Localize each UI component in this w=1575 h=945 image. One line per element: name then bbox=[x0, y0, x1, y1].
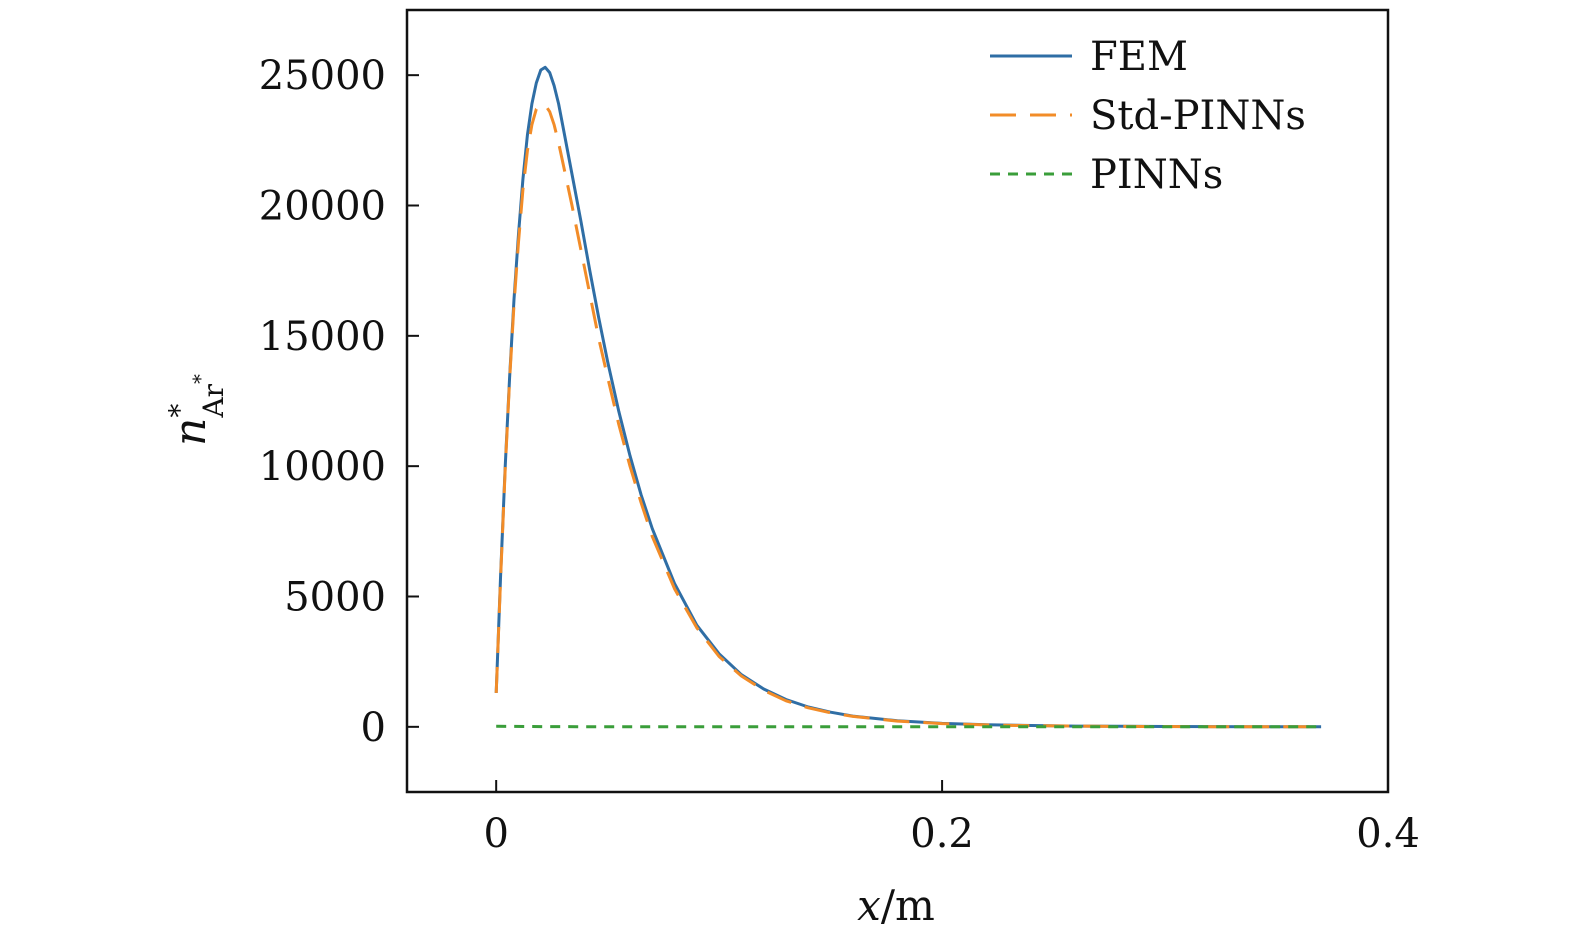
y-tick-label: 20000 bbox=[259, 184, 386, 230]
series-line-std-pinns bbox=[494, 103, 1322, 729]
y-axis-label: n*Ar* bbox=[163, 374, 230, 446]
y-tick-label: 0 bbox=[361, 705, 386, 751]
x-tick-label: 0.2 bbox=[910, 811, 974, 857]
series-layer bbox=[494, 65, 1322, 729]
legend-label-std-pinns: Std-PINNs bbox=[1090, 93, 1306, 139]
x-tick-label: 0 bbox=[483, 811, 508, 857]
x-axis-label: x/m bbox=[857, 881, 935, 930]
series-line-pinns bbox=[496, 724, 1322, 729]
legend-label-fem: FEM bbox=[1090, 34, 1188, 80]
y-tick-label: 25000 bbox=[259, 53, 386, 99]
y-tick-label: 10000 bbox=[259, 444, 386, 490]
x-axis-ticks: 0 0.2 0.4 bbox=[483, 780, 1420, 857]
y-axis-ticks: 0 5000 10000 15000 20000 25000 bbox=[259, 53, 419, 751]
y-tick-label: 15000 bbox=[259, 314, 386, 360]
legend-label-pinns: PINNs bbox=[1090, 152, 1223, 198]
x-tick-label: 0.4 bbox=[1356, 811, 1420, 857]
plot-frame bbox=[405, 8, 1390, 794]
legend: FEM Std-PINNs PINNs bbox=[990, 34, 1306, 198]
y-tick-label: 5000 bbox=[284, 575, 386, 621]
